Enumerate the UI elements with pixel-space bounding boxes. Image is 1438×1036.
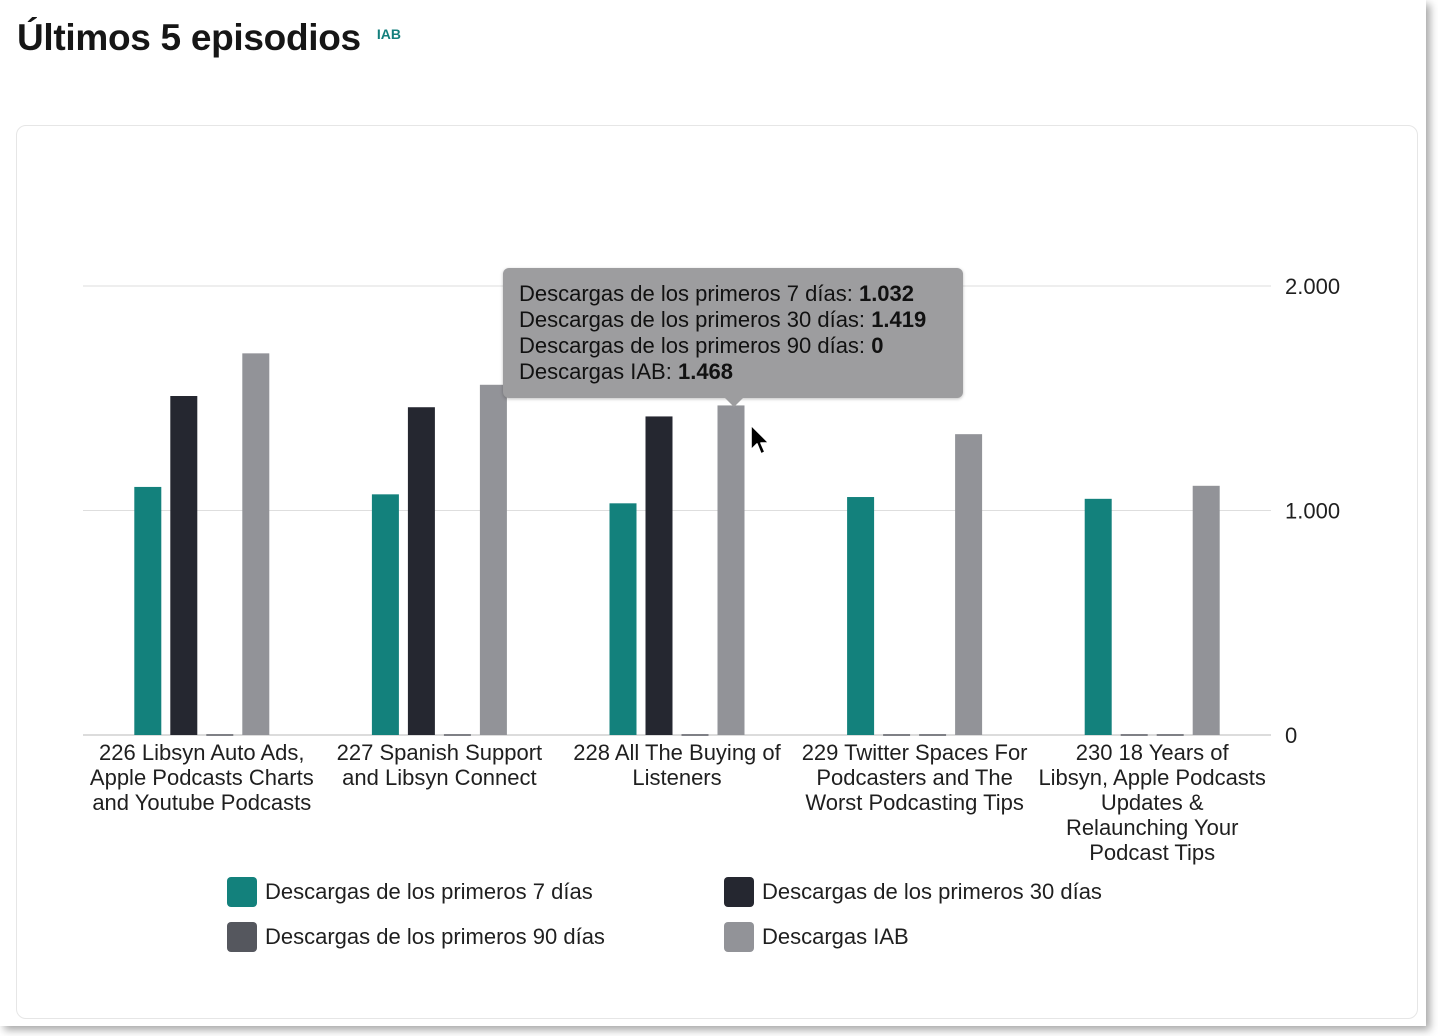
- legend-swatch: [227, 877, 257, 907]
- y-tick-label: 1.000: [1285, 499, 1340, 524]
- legend-label: Descargas IAB: [762, 924, 909, 949]
- x-tick-label: 227 Spanish Support and Libsyn Connect: [336, 740, 543, 790]
- bar[interactable]: [609, 503, 637, 735]
- header: Últimos 5 episodios IAB: [17, 14, 401, 62]
- bar-chart: 0 1.000 2.000: [83, 274, 1340, 748]
- legend-item-30-days[interactable]: Descargas de los primeros 30 días: [724, 877, 1102, 907]
- bar[interactable]: [479, 384, 507, 735]
- x-tick-label: 230 18 Years of Libsyn, Apple Podcasts U…: [1038, 740, 1266, 865]
- bar[interactable]: [242, 353, 270, 735]
- bar[interactable]: [170, 396, 198, 735]
- bar[interactable]: [1084, 498, 1112, 735]
- legend-swatch: [724, 877, 754, 907]
- page-title: Últimos 5 episodios: [17, 17, 361, 58]
- tooltip-line-iab: Descargas IAB: 1.468: [519, 359, 734, 384]
- bar[interactable]: [717, 405, 745, 735]
- chart-tooltip: Descargas de los primeros 7 días: 1.032 …: [503, 268, 963, 407]
- y-tick-label: 2.000: [1285, 274, 1340, 299]
- tooltip-line-7-days: Descargas de los primeros 7 días: 1.032: [519, 281, 915, 306]
- iab-badge[interactable]: IAB: [376, 26, 401, 42]
- legend-swatch: [227, 922, 257, 952]
- tooltip-line-90-days: Descargas de los primeros 90 días: 0: [519, 333, 884, 358]
- bar[interactable]: [1192, 485, 1220, 735]
- legend-label: Descargas de los primeros 7 días: [265, 879, 593, 904]
- legend-item-90-days[interactable]: Descargas de los primeros 90 días: [227, 922, 605, 952]
- x-tick-label: 229 Twitter Spaces For Podcasters and Th…: [801, 740, 1028, 815]
- legend-swatch: [724, 922, 754, 952]
- bar[interactable]: [407, 407, 435, 735]
- legend-label: Descargas de los primeros 30 días: [762, 879, 1102, 904]
- legend-item-7-days[interactable]: Descargas de los primeros 7 días: [227, 877, 593, 907]
- bar[interactable]: [134, 486, 162, 735]
- legend-label: Descargas de los primeros 90 días: [265, 924, 605, 949]
- x-tick-label: 226 Libsyn Auto Ads, Apple Podcasts Char…: [89, 740, 314, 815]
- mouse-cursor-icon: [750, 424, 770, 455]
- legend-item-iab[interactable]: Descargas IAB: [724, 922, 909, 952]
- bar[interactable]: [955, 434, 983, 735]
- bar[interactable]: [645, 416, 673, 735]
- tooltip-line-30-days: Descargas de los primeros 30 días: 1.419: [519, 307, 927, 332]
- y-tick-label: 0: [1285, 723, 1297, 748]
- tooltip-arrow: [725, 398, 743, 407]
- chart-card: 0 1.000 2.000 226 Libsyn Auto Ads, Apple P…: [16, 125, 1418, 1019]
- bar[interactable]: [371, 494, 399, 735]
- x-tick-label: 228 All The Buying of Listeners: [573, 740, 781, 790]
- bar[interactable]: [847, 497, 875, 735]
